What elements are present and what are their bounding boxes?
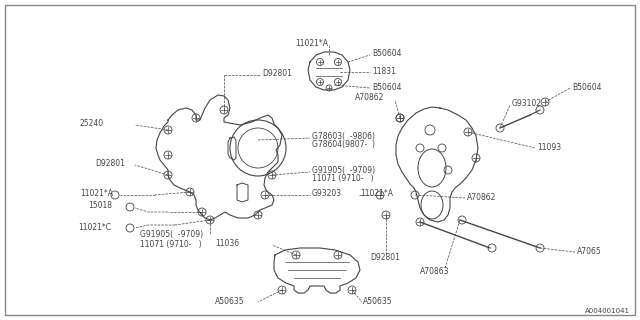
Text: G78603(  -9806): G78603( -9806) xyxy=(312,132,375,140)
Text: 11021*A: 11021*A xyxy=(295,38,328,47)
Text: A70863: A70863 xyxy=(420,268,449,276)
Text: G93102: G93102 xyxy=(512,99,542,108)
Text: D92801: D92801 xyxy=(95,158,125,167)
Text: A50635: A50635 xyxy=(215,298,244,307)
Text: 11021*A: 11021*A xyxy=(360,188,393,197)
Text: 11831: 11831 xyxy=(372,67,396,76)
Text: 11071 (9710-   ): 11071 (9710- ) xyxy=(312,174,374,183)
Text: 25240: 25240 xyxy=(80,119,104,129)
Text: 15018: 15018 xyxy=(88,202,112,211)
Text: G93203: G93203 xyxy=(312,189,342,198)
Text: 11071 (9710-   ): 11071 (9710- ) xyxy=(140,239,202,249)
Text: D92801: D92801 xyxy=(370,253,400,262)
Text: B50604: B50604 xyxy=(572,83,602,92)
Text: A004001041: A004001041 xyxy=(585,308,630,314)
Text: A70862: A70862 xyxy=(355,93,385,102)
Text: G91905(  -9709): G91905( -9709) xyxy=(140,230,203,239)
Text: 11021*A: 11021*A xyxy=(80,188,113,197)
Text: G91905(  -9709): G91905( -9709) xyxy=(312,165,375,174)
Text: A7065: A7065 xyxy=(577,246,602,255)
Text: 11036: 11036 xyxy=(215,238,239,247)
Text: G78604(9807-  ): G78604(9807- ) xyxy=(312,140,375,149)
Text: 11093: 11093 xyxy=(537,142,561,151)
Text: A70862: A70862 xyxy=(467,193,497,202)
Text: D92801: D92801 xyxy=(262,69,292,78)
Text: B50604: B50604 xyxy=(372,50,401,59)
Text: B50604: B50604 xyxy=(372,83,401,92)
Text: A50635: A50635 xyxy=(363,298,392,307)
Text: 11021*C: 11021*C xyxy=(78,222,111,231)
